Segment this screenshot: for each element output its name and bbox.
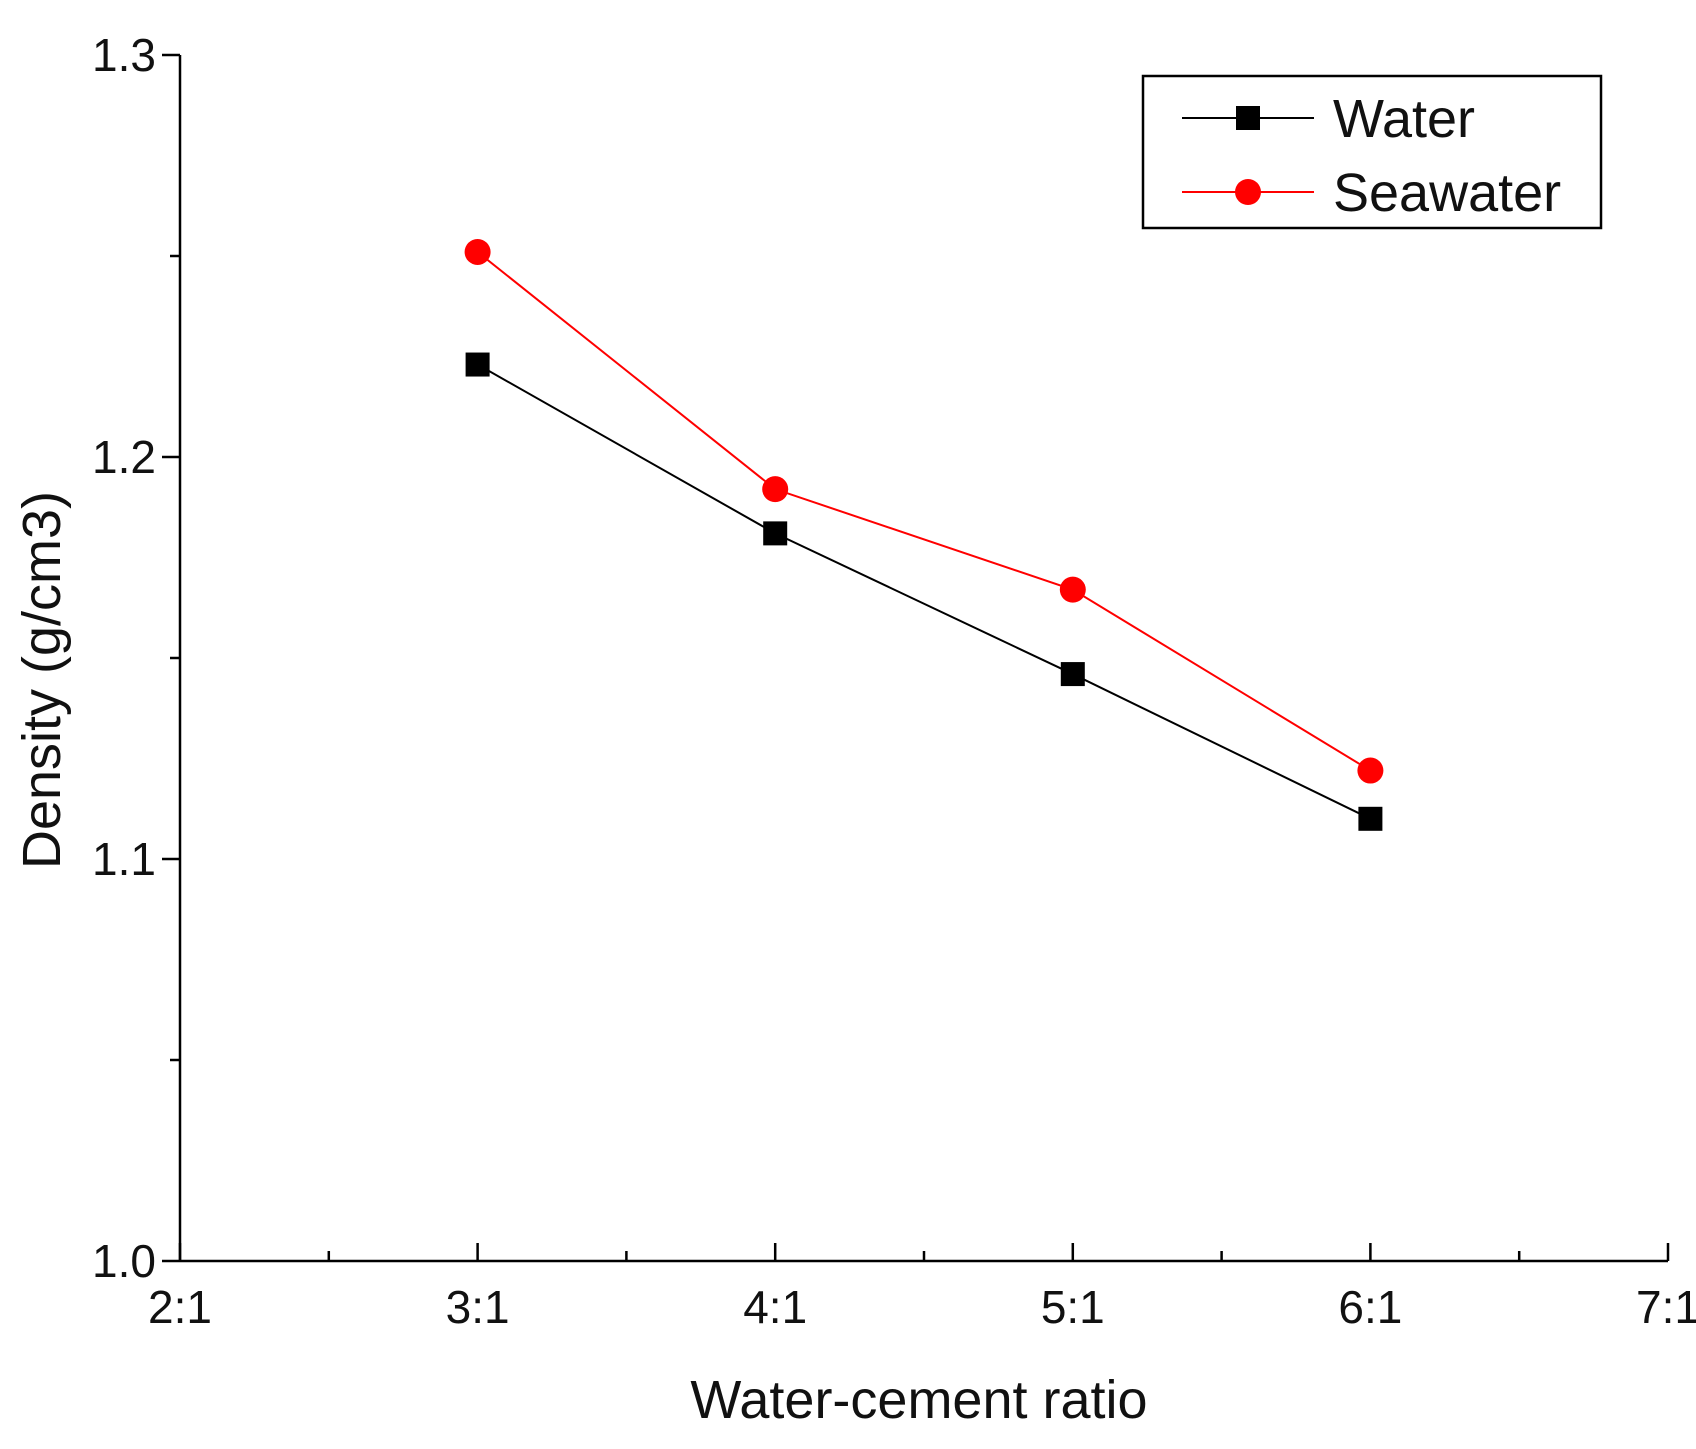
series-seawater (464, 238, 1384, 784)
data-point-circle (1059, 576, 1086, 603)
data-point-square (1358, 806, 1383, 831)
series-water (465, 352, 1383, 831)
legend-label: Seawater (1333, 163, 1561, 223)
axes-layer: 1.0 1.1 1.2 1.3 2:1 3:1 4:1 5:1 6:1 7:1 (92, 29, 1696, 1333)
y-tick-label: 1.2 (92, 431, 156, 483)
x-tick-label: 5:1 (1041, 1281, 1105, 1333)
data-point-square (465, 352, 490, 377)
x-tick-label: 4:1 (743, 1281, 807, 1333)
legend-item-water: Water (1182, 89, 1475, 149)
data-point-circle (1357, 757, 1384, 784)
y-tick-label: 1.3 (92, 29, 156, 81)
legend-label: Water (1333, 89, 1475, 149)
legend-marker-square (1236, 106, 1260, 130)
y-tick-label: 1.1 (92, 833, 156, 885)
legend-marker-circle (1235, 179, 1261, 205)
x-tick-label: 3:1 (446, 1281, 510, 1333)
legend-item-seawater: Seawater (1182, 163, 1561, 223)
data-point-square (763, 521, 788, 546)
x-tick-label: 2:1 (148, 1281, 212, 1333)
y-tick-label: 1.0 (92, 1235, 156, 1287)
series-layer (464, 238, 1384, 831)
x-tick-label: 6:1 (1338, 1281, 1402, 1333)
series-line-water (477, 363, 1371, 820)
series-line-seawater (476, 251, 1371, 772)
x-axis-title: Water-cement ratio (690, 1370, 1147, 1430)
y-axis-title: Density (g/cm3) (12, 491, 72, 869)
x-tick-label: 7:1 (1636, 1281, 1696, 1333)
data-point-square (1060, 662, 1085, 687)
legend: Water Seawater (1141, 74, 1603, 230)
data-point-circle (464, 238, 491, 265)
data-point-circle (762, 476, 789, 503)
legend-box (1141, 74, 1603, 230)
